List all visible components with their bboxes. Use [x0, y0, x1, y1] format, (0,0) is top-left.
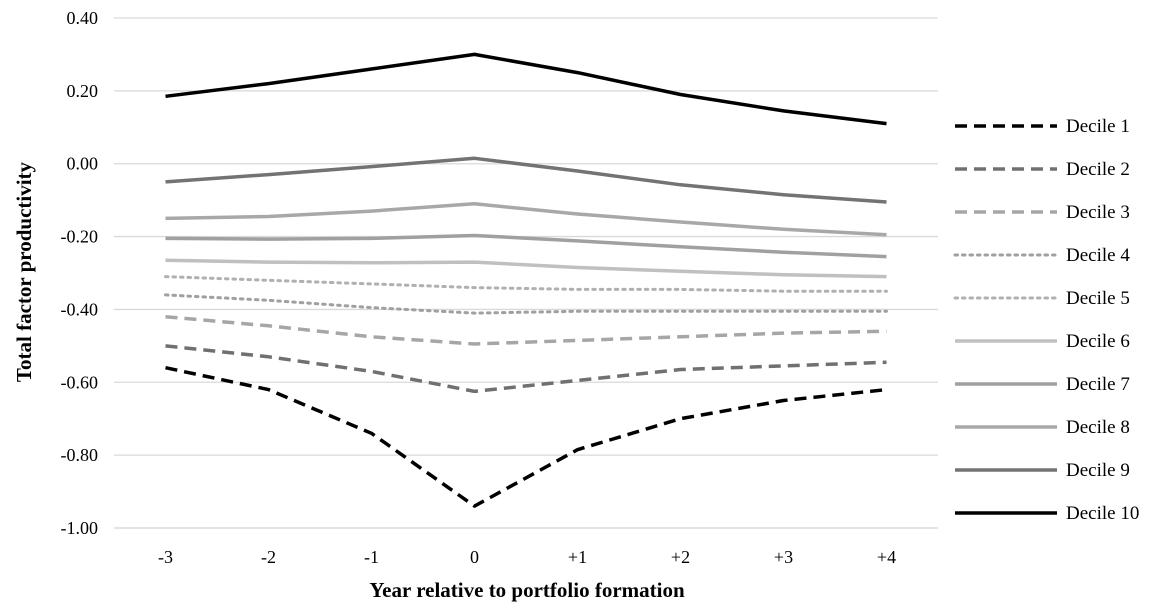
x-tick-label: -1: [364, 547, 379, 567]
series-line: [165, 258, 887, 279]
y-tick-label: -0.20: [61, 227, 99, 247]
y-tick-label: -0.40: [61, 299, 99, 319]
legend-label: Decile 8: [1066, 417, 1130, 438]
series-lines: [164, 52, 888, 508]
y-axis-title: Total factor productivity: [12, 161, 36, 382]
legend-label: Decile 6: [1066, 331, 1130, 352]
y-tick-label: 0.40: [67, 8, 99, 28]
legend-label: Decile 5: [1066, 288, 1130, 309]
series-line: [165, 52, 887, 126]
series-line: [165, 233, 887, 259]
x-axis-ticks: -3 -2 -1 0 +1 +2 +3 +4: [158, 547, 896, 567]
x-tick-label: +4: [877, 547, 896, 567]
legend-label: Decile 3: [1066, 202, 1130, 223]
series-line: [164, 275, 888, 293]
legend: Decile 1 Decile 2 Decile 3 Decile 4 Decile 5…: [953, 116, 1139, 524]
y-tick-label: 0.00: [67, 154, 99, 174]
x-tick-label: -2: [261, 547, 276, 567]
series-line: [165, 202, 887, 237]
x-tick-label: 0: [470, 547, 479, 567]
y-tick-label: -0.80: [61, 445, 99, 465]
gridlines: [114, 17, 938, 529]
series-line: [165, 314, 887, 346]
x-tick-label: -3: [158, 547, 173, 567]
legend-label: Decile 10: [1066, 503, 1139, 524]
legend-label: Decile 9: [1066, 460, 1130, 481]
y-tick-label: 0.20: [67, 81, 99, 101]
x-tick-label: +2: [671, 547, 690, 567]
legend-label: Decile 2: [1066, 159, 1130, 180]
y-tick-label: -0.60: [61, 372, 99, 392]
x-tick-label: +1: [568, 547, 587, 567]
legend-label: Decile 7: [1066, 374, 1130, 395]
series-line: [164, 293, 888, 315]
series-line: [165, 365, 887, 508]
series-line: [165, 156, 887, 204]
x-tick-label: +3: [774, 547, 793, 567]
legend-label: Decile 1: [1066, 116, 1130, 137]
series-line: [165, 344, 887, 394]
legend-label: Decile 4: [1066, 245, 1130, 266]
y-tick-label: -1.00: [61, 518, 99, 538]
y-axis-ticks: 0.40 0.20 0.00 -0.20 -0.40 -0.60 -0.80 -1.00: [61, 8, 99, 538]
x-axis-title: Year relative to portfolio formation: [369, 578, 685, 602]
